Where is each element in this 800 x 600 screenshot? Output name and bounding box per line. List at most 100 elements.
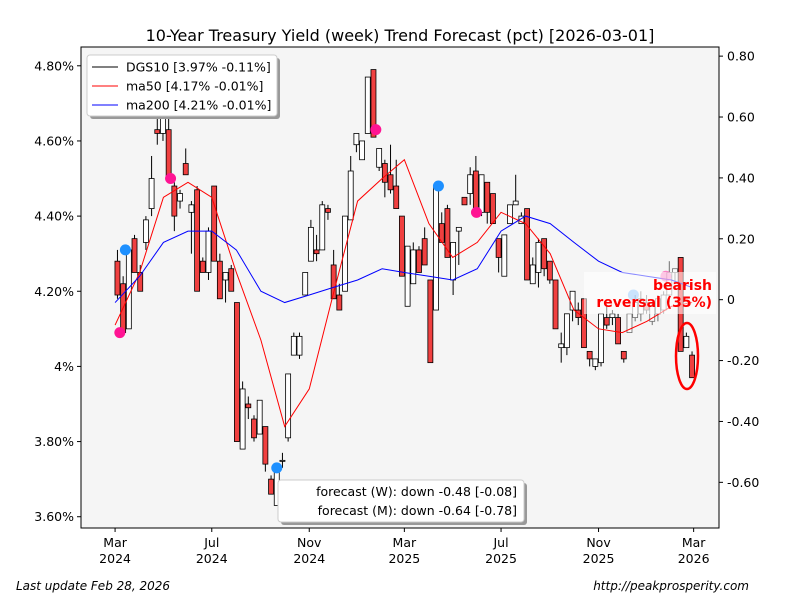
sell-signal-marker [370,124,382,136]
candle [290,332,297,356]
candle-body [689,354,695,379]
ma200-line [114,215,693,304]
candle-body [216,260,223,300]
candle-body [370,69,377,138]
sell-signal-marker [470,206,482,218]
candle [410,242,417,285]
candle-body [154,129,161,134]
candle-body [205,230,212,273]
chart-title: 10-Year Treasury Yield (week) Trend Fore… [146,26,655,45]
candle [620,350,627,363]
candle-body [171,185,178,217]
candle-body [387,174,394,191]
candle-body [546,260,553,281]
candle-body [615,317,621,345]
candle-body [609,313,616,318]
candle [359,140,365,161]
candle [529,257,536,285]
candle [279,452,286,468]
candle [268,475,274,495]
candle-body [376,148,383,168]
x-tick-label-year: 2025 [485,551,517,566]
candle [336,283,343,311]
legend-label: ma200 [4.21% -0.01%] [126,98,271,113]
candle-body [563,313,570,349]
candle-body [507,204,513,225]
candle-body [672,268,678,273]
candle [512,174,519,206]
candle [188,201,195,254]
candle [194,186,201,292]
left-tick-label: 3.80% [34,434,74,449]
candle-body [194,189,201,292]
last-update-text: Last update Feb 28, 2026 [16,579,171,593]
candle-body [427,279,434,364]
candle [222,272,229,303]
buy-signal-marker [432,180,444,192]
candle [296,332,303,359]
candle-body [620,350,627,360]
candle-body [393,185,400,209]
candle [342,215,348,292]
candle [307,219,314,262]
candle [507,204,513,225]
candle-body [359,140,365,161]
candle-body [143,219,149,243]
candle-body [444,208,451,258]
candle-body [404,245,411,307]
candle [393,159,400,209]
candle-body [251,418,257,439]
candle-body [490,193,496,225]
candle [262,426,269,472]
candle-body [603,317,610,326]
candle [535,238,542,288]
candle-body [552,279,559,330]
candle-body [336,294,343,311]
reversal-highlight-ellipse [674,321,700,391]
candle [347,155,354,221]
left-tick-label: 4.80% [34,58,74,73]
candle-body [114,260,121,296]
candle [131,234,138,273]
candle-body [472,170,479,213]
candle [364,76,371,134]
candle-body [256,399,263,435]
candle-body [683,335,690,349]
candle [421,227,428,266]
candle-body [501,234,508,277]
candle-body [313,249,320,255]
candle [416,246,422,273]
candle [524,208,530,281]
candle [484,181,491,224]
candle [592,358,599,371]
candle [495,238,502,273]
candle-body [347,170,354,221]
x-tick-label-month: Jul [493,535,509,550]
candle-body [228,268,235,292]
candle [114,249,121,299]
annotation-background [584,272,716,314]
right-tick-label: 0.80 [727,49,755,64]
x-tick-label-year: 2026 [678,551,710,566]
candle-body [524,208,530,281]
candle [143,216,149,250]
x-tick-label-year: 2025 [583,551,615,566]
buy-signal-marker [119,244,131,256]
candle [501,234,508,277]
candle-body [268,478,274,495]
candle-body [433,185,439,311]
candle [433,185,439,311]
candle [490,193,496,225]
candle-body [364,76,371,134]
candle-body [165,129,172,179]
candle-body [484,181,491,213]
x-tick-label-month: Mar [103,535,127,550]
candle-body [296,335,303,356]
candle-body [399,215,405,277]
candle [302,272,309,296]
candle-body [177,193,183,202]
candle-body [467,174,474,194]
candle-body [450,242,457,281]
candle [689,351,695,379]
